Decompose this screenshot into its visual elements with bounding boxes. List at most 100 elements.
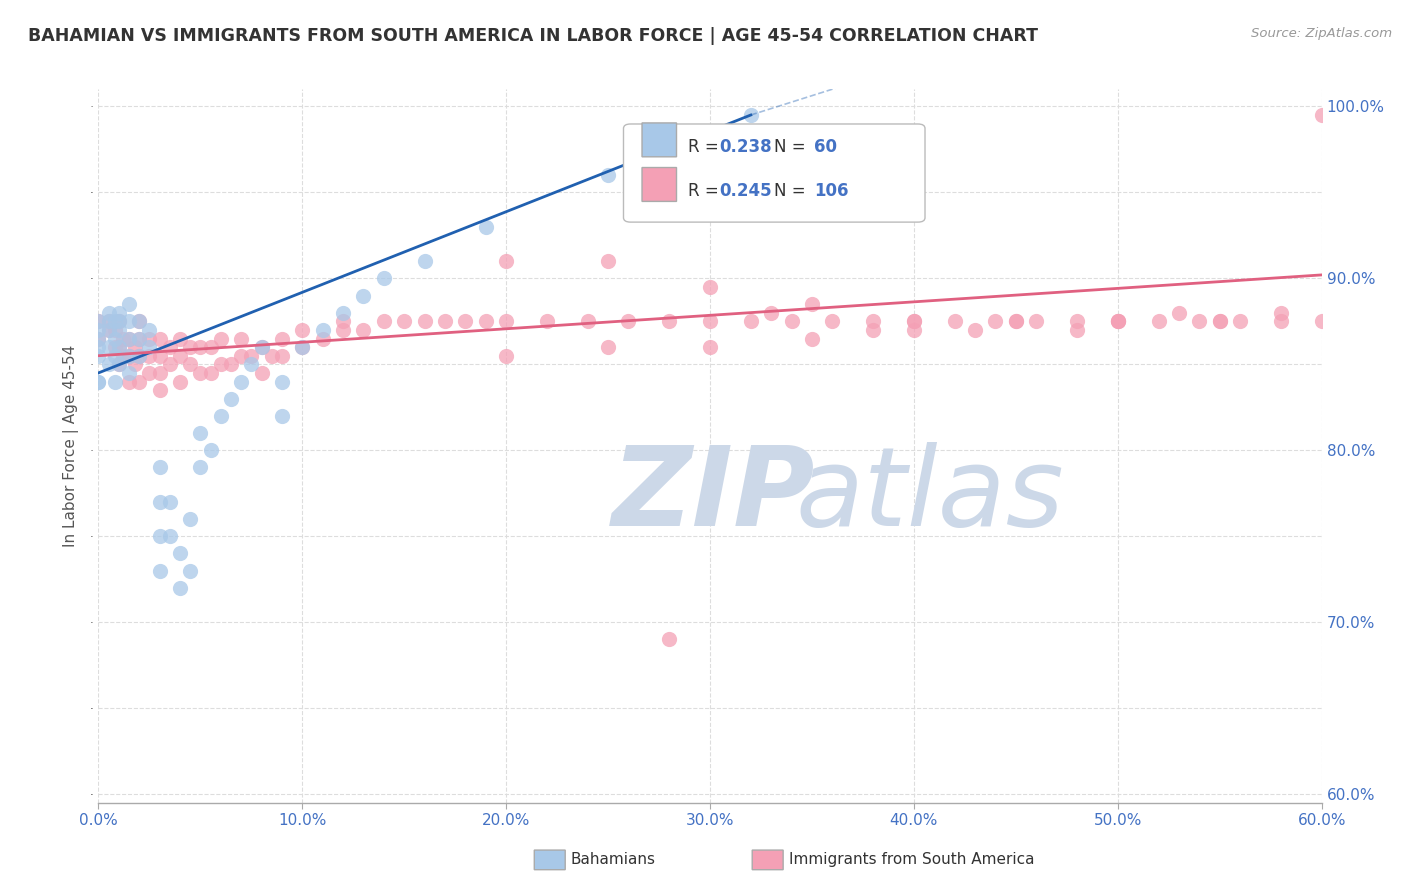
Point xyxy=(97,357,120,371)
Point xyxy=(759,306,782,320)
Point xyxy=(118,366,141,380)
Point xyxy=(270,409,292,423)
Point xyxy=(219,357,242,371)
Point xyxy=(87,332,110,346)
Point xyxy=(474,219,498,234)
Point xyxy=(128,332,150,346)
Point xyxy=(159,357,181,371)
Point xyxy=(1208,314,1232,328)
Point xyxy=(596,254,619,268)
Point xyxy=(111,349,134,363)
Point xyxy=(124,340,146,354)
Point xyxy=(413,314,436,328)
Text: ZIP: ZIP xyxy=(612,442,815,549)
Point xyxy=(231,332,253,346)
Point xyxy=(433,314,456,328)
Point xyxy=(159,495,181,509)
Point xyxy=(200,366,222,380)
Point xyxy=(97,306,120,320)
Y-axis label: In Labor Force | Age 45-54: In Labor Force | Age 45-54 xyxy=(63,345,79,547)
Text: R =: R = xyxy=(688,182,724,200)
Point xyxy=(118,349,141,363)
Point xyxy=(138,332,160,346)
Point xyxy=(1167,306,1189,320)
Point xyxy=(118,332,141,346)
Point xyxy=(352,288,374,302)
Point xyxy=(658,632,681,647)
Point xyxy=(179,357,201,371)
Point xyxy=(149,564,172,578)
Point xyxy=(188,340,212,354)
Point xyxy=(104,349,127,363)
Point xyxy=(138,349,160,363)
Point xyxy=(454,314,477,328)
Point xyxy=(108,357,131,371)
Point xyxy=(128,332,150,346)
Point xyxy=(474,314,498,328)
Point xyxy=(801,297,824,311)
Text: Immigrants from South America: Immigrants from South America xyxy=(789,853,1035,867)
Point xyxy=(108,314,131,328)
Point xyxy=(104,340,127,354)
Point xyxy=(169,349,191,363)
Point xyxy=(1066,314,1088,328)
Point xyxy=(169,581,191,595)
Point xyxy=(1188,314,1211,328)
Point xyxy=(149,332,172,346)
Point xyxy=(124,357,146,371)
Point xyxy=(596,340,619,354)
Point xyxy=(332,306,354,320)
Point xyxy=(188,426,212,441)
Point xyxy=(179,340,201,354)
Point xyxy=(495,314,517,328)
Point xyxy=(159,340,181,354)
Point xyxy=(311,332,335,346)
Point xyxy=(108,357,131,371)
Point xyxy=(87,314,110,328)
Point xyxy=(118,297,141,311)
Point xyxy=(219,392,242,406)
Point xyxy=(373,271,395,285)
Point xyxy=(149,495,172,509)
Point xyxy=(260,349,283,363)
Point xyxy=(1270,306,1292,320)
Point xyxy=(128,375,150,389)
Point xyxy=(332,314,354,328)
Point xyxy=(188,460,212,475)
Point xyxy=(209,409,232,423)
Point xyxy=(169,375,191,389)
Point xyxy=(209,332,232,346)
Point xyxy=(1310,314,1333,328)
Point xyxy=(104,314,127,328)
Text: N =: N = xyxy=(775,182,811,200)
Point xyxy=(250,366,273,380)
Point xyxy=(118,349,141,363)
Point xyxy=(862,323,884,337)
Point xyxy=(97,323,120,337)
Point xyxy=(179,564,201,578)
Point xyxy=(291,323,314,337)
Point xyxy=(118,314,141,328)
Text: BAHAMIAN VS IMMIGRANTS FROM SOUTH AMERICA IN LABOR FORCE | AGE 45-54 CORRELATION: BAHAMIAN VS IMMIGRANTS FROM SOUTH AMERIC… xyxy=(28,27,1038,45)
Point xyxy=(128,314,150,328)
Point xyxy=(97,314,120,328)
Point xyxy=(392,314,416,328)
Point xyxy=(87,314,110,328)
Point xyxy=(373,314,395,328)
Point xyxy=(250,340,273,354)
Point xyxy=(169,546,191,560)
Point xyxy=(87,340,110,354)
Point xyxy=(1107,314,1129,328)
Point xyxy=(87,375,110,389)
Point xyxy=(87,323,110,337)
Point xyxy=(1025,314,1047,328)
Point xyxy=(495,349,517,363)
Point xyxy=(159,529,181,543)
Point xyxy=(699,280,721,294)
Point xyxy=(291,340,314,354)
Point xyxy=(1208,314,1232,328)
Point xyxy=(240,357,263,371)
Point xyxy=(270,375,292,389)
Point xyxy=(108,314,131,328)
Point xyxy=(104,375,127,389)
